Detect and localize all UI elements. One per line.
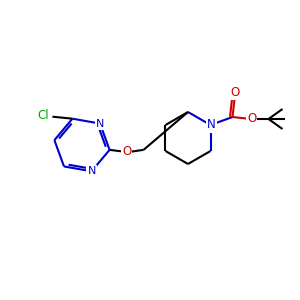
Text: O: O xyxy=(247,112,256,125)
Text: N: N xyxy=(96,118,104,129)
Text: N: N xyxy=(87,166,96,176)
Text: O: O xyxy=(122,146,131,158)
Text: N: N xyxy=(207,118,216,131)
Text: Cl: Cl xyxy=(38,109,49,122)
Text: O: O xyxy=(230,85,239,98)
